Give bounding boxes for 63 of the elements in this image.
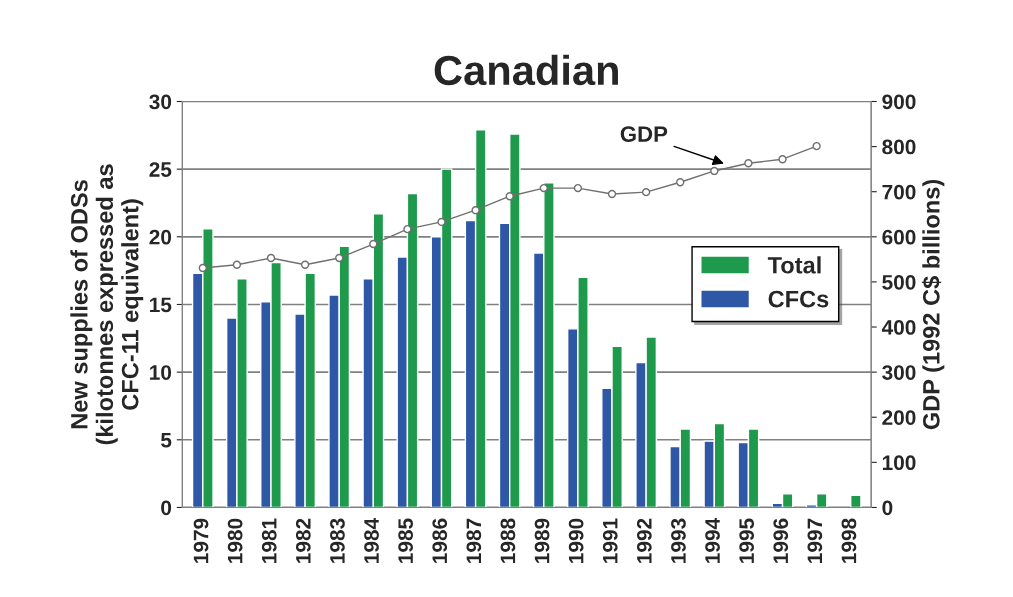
point — [676, 178, 685, 187]
x-tick-label: 1993 — [671, 518, 686, 563]
y-tick-label: 15 — [150, 297, 172, 313]
point — [607, 189, 617, 199]
x-tick-label: 1985 — [398, 518, 413, 563]
point — [403, 224, 412, 234]
x-tick-label: 1987 — [466, 518, 482, 563]
y-tick-label: 5 — [160, 433, 172, 448]
point — [335, 253, 344, 263]
y2-tick-label: 400 — [881, 320, 916, 335]
x-tick-label: 1980 — [227, 518, 243, 563]
x-tick-label: 1994 — [705, 517, 720, 563]
point — [573, 183, 583, 193]
point — [471, 206, 480, 215]
point — [437, 217, 446, 227]
y-axis-title: New supplies of ODSs (kilotonnes expressed as CFC-11 equivalent) — [70, 164, 144, 445]
x-tick-label: 1989 — [534, 518, 550, 563]
point — [744, 159, 753, 168]
y2-tick-label: 900 — [882, 94, 916, 110]
point — [300, 260, 310, 269]
x-tick-label: 1988 — [500, 518, 516, 563]
legend-label: CFCs — [768, 290, 829, 308]
x-tick-label: 1984 — [364, 517, 379, 563]
point — [266, 253, 276, 263]
x-tick-label: 1995 — [739, 518, 755, 563]
x-tick-label: 1981 — [261, 518, 277, 563]
y2-tick-label: 800 — [882, 139, 916, 155]
x-tick-label: 1982 — [295, 518, 311, 563]
x-tick-label: 1990 — [568, 518, 584, 563]
annotation: GDP — [620, 126, 668, 142]
x-tick-label: 1983 — [330, 518, 345, 563]
legend-label: Total — [767, 256, 821, 274]
point — [539, 183, 548, 193]
y2-tick-label: 0 — [882, 500, 893, 516]
x-tick-label: 1997 — [807, 518, 823, 563]
y2-axis-title: GDP (1992 C$ billions) — [921, 179, 945, 430]
point — [778, 155, 787, 164]
x-tick-label: 1998 — [841, 518, 857, 563]
y-tick-label: 10 — [150, 365, 172, 380]
x-tick-label: 1979 — [193, 518, 209, 563]
bar — [850, 494, 862, 508]
y-tick-label: 20 — [149, 229, 172, 245]
x-tick-label: 1996 — [773, 518, 789, 563]
y2-tick-label: 300 — [882, 365, 916, 380]
y-tick-label: 25 — [149, 162, 172, 177]
y-tick-label: 0 — [161, 500, 172, 516]
point — [232, 260, 242, 269]
x-tick-label: 1986 — [432, 518, 448, 563]
y2-tick-label: 200 — [882, 410, 916, 425]
point — [198, 263, 207, 273]
point — [369, 239, 378, 249]
y2-tick-label: 100 — [882, 455, 916, 471]
point — [812, 141, 821, 151]
y-tick-label: 30 — [149, 94, 172, 110]
point — [710, 166, 719, 176]
point — [505, 192, 514, 201]
y2-tick-label: 500 — [882, 274, 916, 290]
y2-tick-label: 600 — [882, 229, 916, 245]
point — [641, 187, 651, 197]
x-tick-label: 1992 — [636, 518, 652, 563]
x-tick-label: 1991 — [602, 518, 618, 563]
chart-title: Canadian — [434, 54, 618, 86]
y2-tick-label: 700 — [882, 184, 916, 200]
